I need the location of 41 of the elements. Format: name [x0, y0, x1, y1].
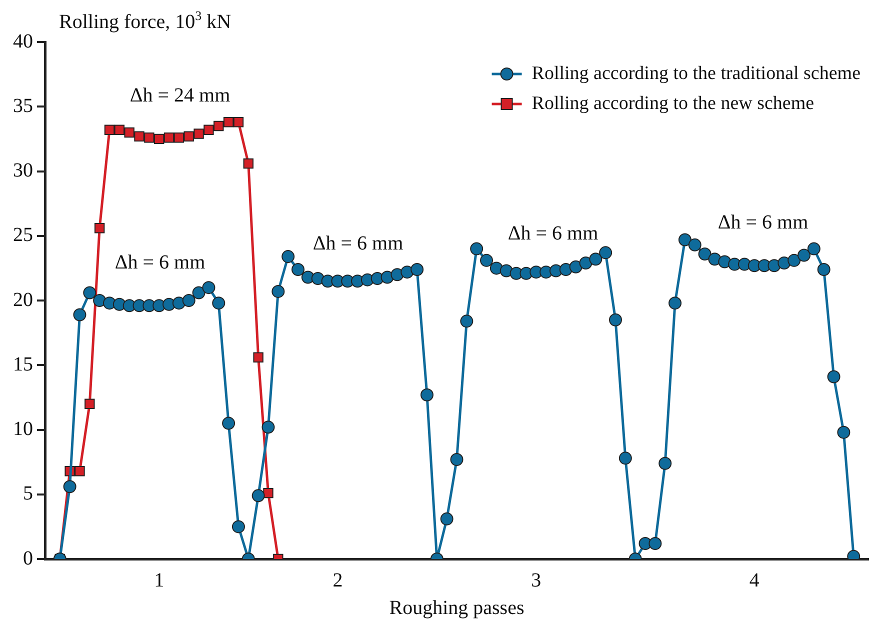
point [194, 128, 204, 139]
point [184, 131, 194, 142]
point [114, 124, 125, 135]
point [74, 466, 85, 476]
y-tick-label: 10 [13, 418, 33, 440]
annotation: Δh = 6 mm [312, 232, 404, 254]
point [104, 124, 115, 135]
annotation: Δh = 6 mm [718, 211, 809, 234]
x-tick-label: 4 [749, 569, 760, 592]
annotation: Δh = 24 mm [130, 84, 231, 106]
annotation: Δh = 6 mm [114, 251, 206, 274]
point [204, 124, 214, 135]
point [144, 132, 154, 143]
point [84, 398, 95, 409]
x-tick-label: 1 [154, 569, 164, 592]
x-tick-label: 2 [332, 569, 343, 592]
y-tick-label: 0 [23, 547, 33, 570]
point [174, 132, 184, 143]
point [233, 117, 244, 128]
point [253, 352, 264, 362]
point [124, 127, 134, 138]
point [243, 158, 254, 169]
y-tick-label: 25 [13, 224, 33, 246]
point [134, 131, 144, 142]
y-tick-label: 40 [13, 30, 33, 52]
legend-label: Rolling according to the traditional scheme [532, 62, 861, 84]
point [263, 488, 274, 498]
y-tick-label: 5 [23, 482, 33, 505]
legend-label: Rolling according to the new scheme [532, 92, 814, 114]
point [223, 117, 234, 128]
y-tick-label: 15 [13, 353, 33, 376]
point [94, 223, 105, 234]
point [164, 132, 174, 143]
point [154, 134, 164, 144]
x-axis-title: Roughing passes [389, 597, 524, 619]
y-tick-label: 35 [13, 94, 33, 117]
y-tick-label: 30 [13, 160, 33, 182]
point [214, 120, 224, 132]
y-tick-label: 20 [13, 288, 33, 311]
annotation: Δh = 6 mm [508, 222, 599, 244]
x-tick-label: 3 [531, 569, 542, 592]
